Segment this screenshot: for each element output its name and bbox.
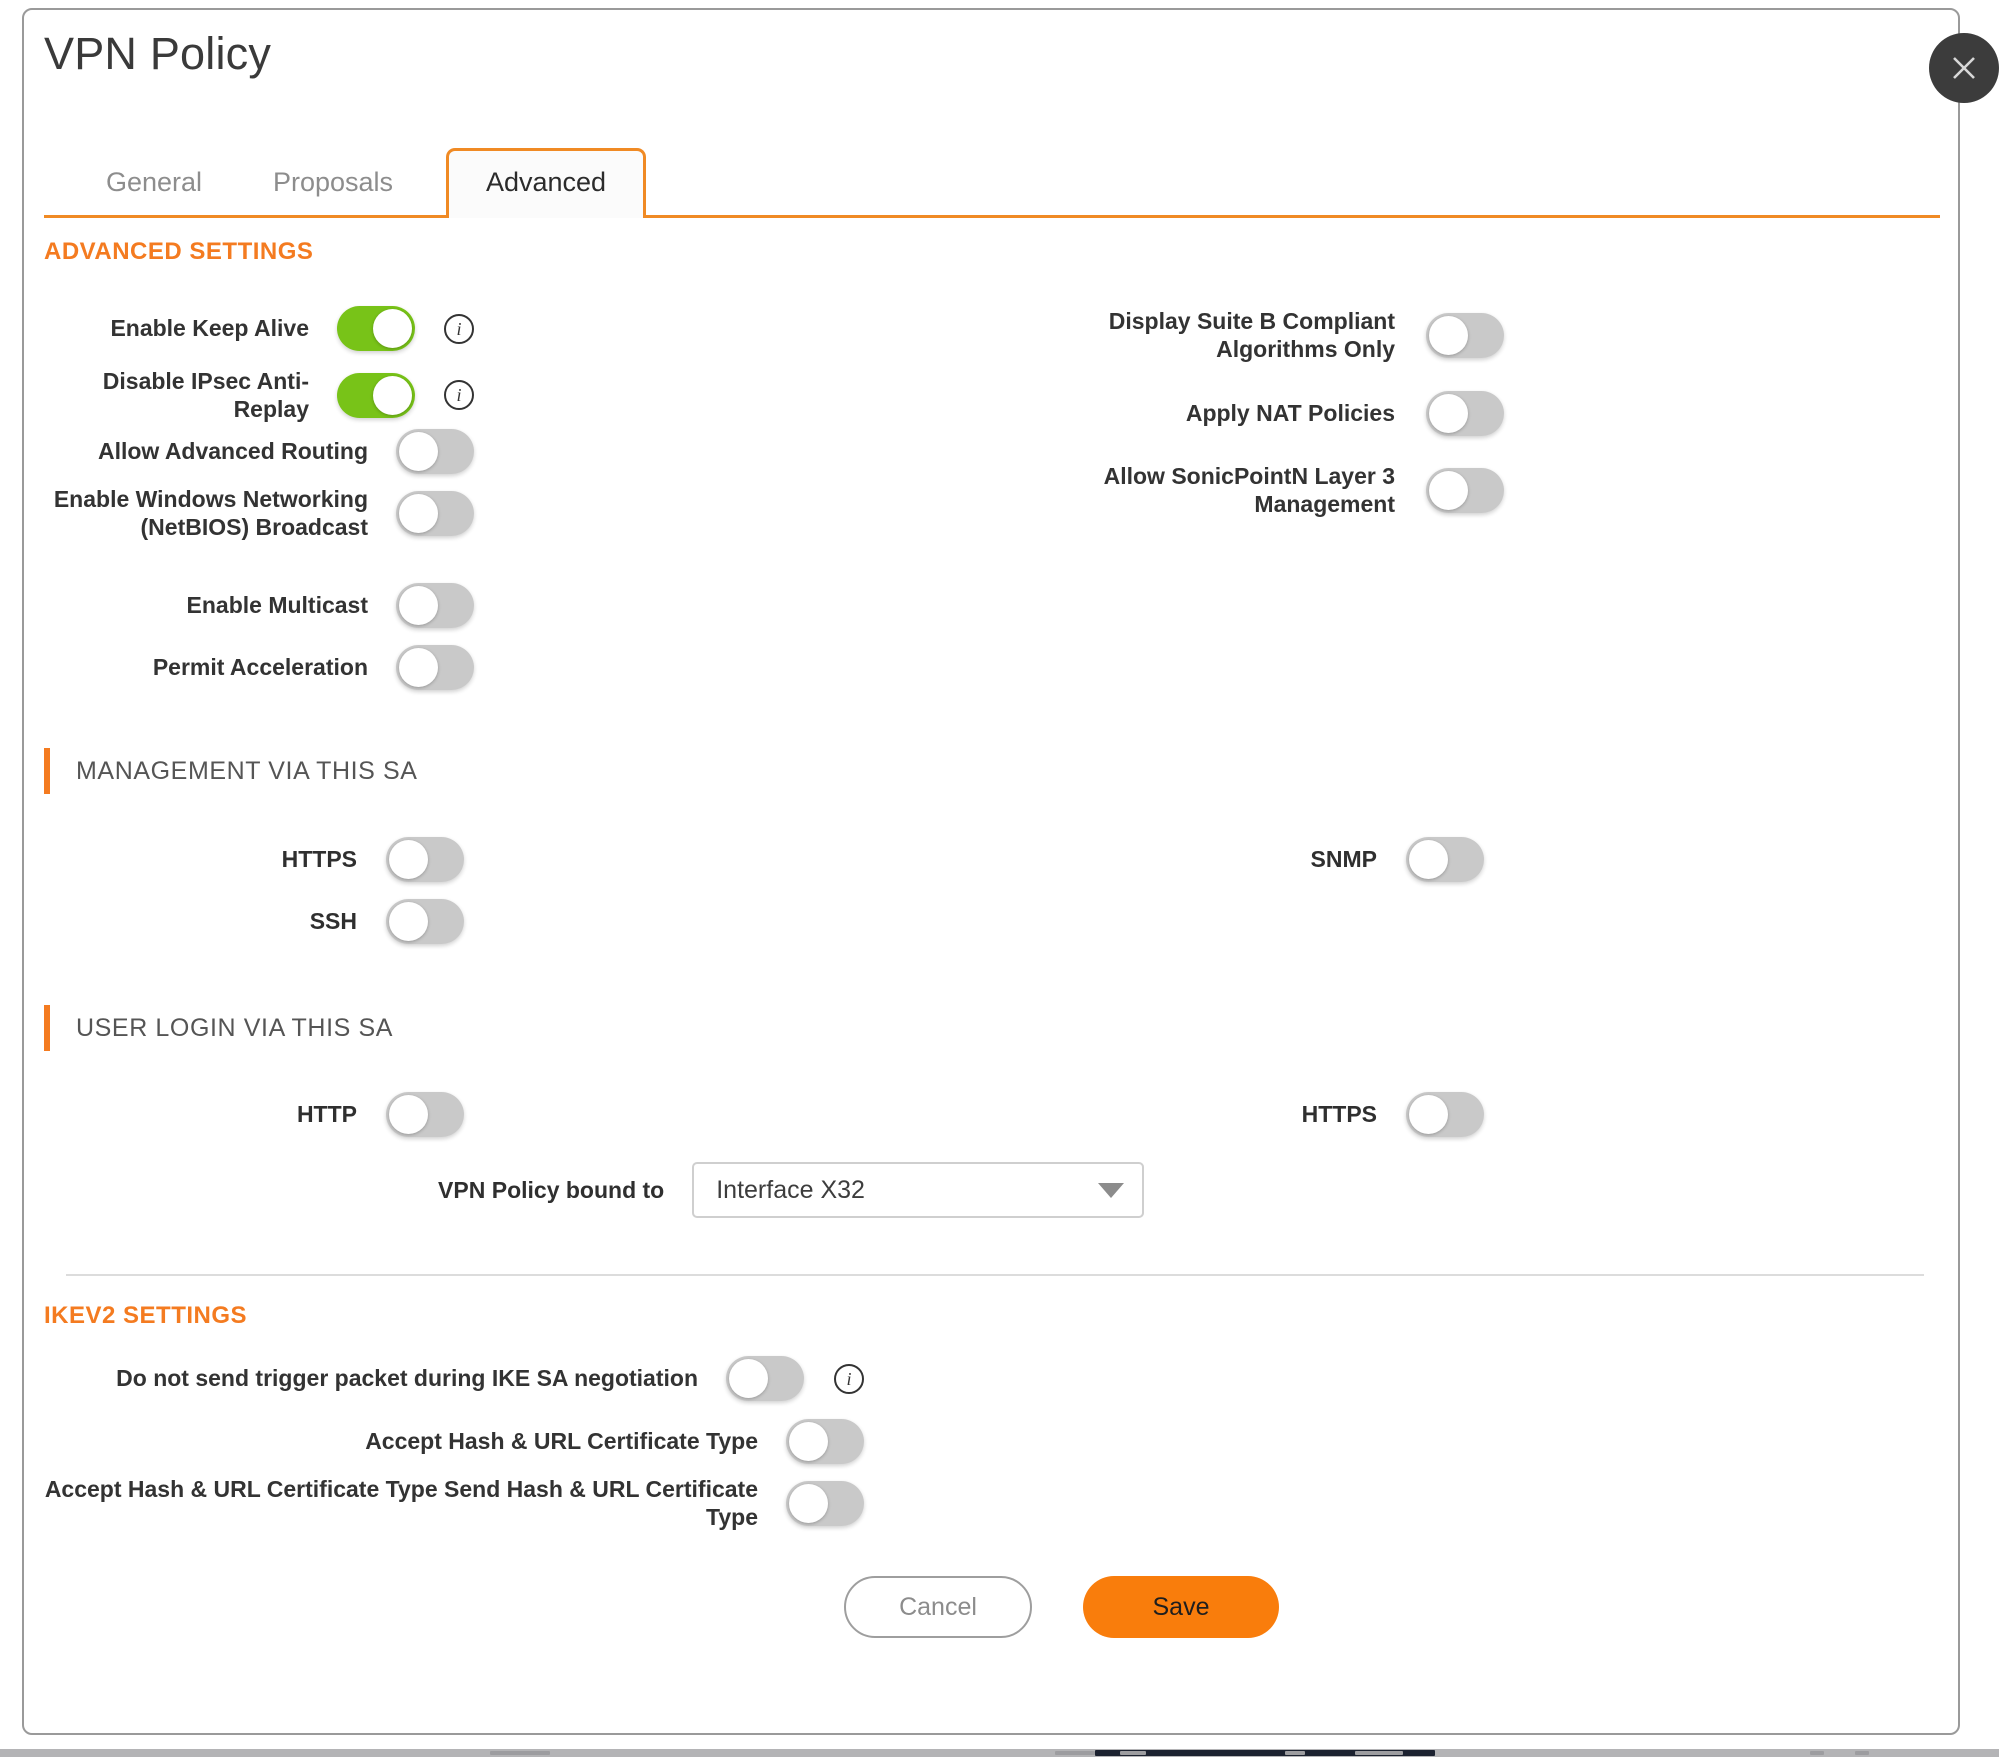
cancel-button[interactable]: Cancel xyxy=(844,1576,1032,1638)
user-login-sa-section-header: USER LOGIN VIA THIS SA xyxy=(44,1005,393,1051)
save-button[interactable]: Save xyxy=(1083,1576,1279,1638)
chevron-down-icon xyxy=(1098,1182,1124,1198)
label-userlogin-http: HTTP xyxy=(296,1101,357,1127)
background-page-strip xyxy=(0,1749,1999,1757)
vpn-policy-bound-to-select[interactable]: Interface X32 xyxy=(692,1162,1144,1218)
ikev2-settings-heading: IKEV2 SETTINGS xyxy=(44,1302,248,1329)
row-apply-nat-policies: Apply NAT Policies xyxy=(1044,391,1504,436)
label-vpn-policy-bound-to: VPN Policy bound to xyxy=(438,1176,665,1203)
label-allow-sonicpointn-l3: Allow SonicPointN Layer 3 Management xyxy=(1103,463,1395,518)
tab-bar: General Proposals Advanced xyxy=(44,148,1940,218)
label-enable-multicast: Enable Multicast xyxy=(186,592,368,619)
label-ikev2-send-hash-url: Accept Hash & URL Certificate Type Send … xyxy=(44,1476,758,1531)
label-display-suite-b: Display Suite B Compliant Algorithms Onl… xyxy=(1108,308,1395,363)
label-mgmt-snmp: SNMP xyxy=(1310,846,1377,872)
bg-bar-5 xyxy=(1355,1751,1403,1755)
toggle-disable-ipsec-anti-replay[interactable] xyxy=(337,372,415,418)
toggle-apply-nat-policies[interactable] xyxy=(1426,391,1504,436)
label-mgmt-https: HTTPS xyxy=(281,846,357,872)
label-ikev2-no-trigger-packet: Do not send trigger packet during IKE SA… xyxy=(116,1365,698,1392)
bg-bar-active xyxy=(1095,1750,1435,1756)
toggle-ikev2-send-hash-url[interactable] xyxy=(786,1480,864,1526)
row-ikev2-no-trigger-packet: Do not send trigger packet during IKE SA… xyxy=(44,1356,864,1401)
row-mgmt-ssh: SSH xyxy=(44,899,464,944)
row-allow-sonicpointn-l3: Allow SonicPointN Layer 3 Management xyxy=(1044,462,1504,518)
dialog-footer: Cancel Save xyxy=(844,1576,1279,1638)
row-enable-multicast: Enable Multicast xyxy=(44,583,474,628)
section-divider xyxy=(66,1274,1924,1276)
bg-bar-4 xyxy=(1285,1751,1305,1755)
toggle-ikev2-accept-hash-url[interactable] xyxy=(786,1419,864,1464)
toggle-enable-keep-alive[interactable] xyxy=(337,306,415,351)
label-disable-ipsec-anti-replay: Disable IPsec Anti-Replay xyxy=(102,368,309,423)
toggle-enable-multicast[interactable] xyxy=(396,583,474,628)
vpn-policy-dialog: VPN Policy General Proposals Advanced AD… xyxy=(22,8,1999,1735)
row-display-suite-b: Display Suite B Compliant Algorithms Onl… xyxy=(1044,307,1504,363)
info-icon-enable-keep-alive[interactable]: i xyxy=(444,313,474,344)
close-icon[interactable] xyxy=(1929,33,1999,103)
advanced-settings-heading: ADVANCED SETTINGS xyxy=(44,238,314,265)
label-enable-netbios-broadcast: Enable Windows Networking (NetBIOS) Broa… xyxy=(53,486,368,541)
row-allow-advanced-routing: Allow Advanced Routing xyxy=(44,429,474,474)
label-mgmt-ssh: SSH xyxy=(309,908,357,934)
toggle-mgmt-https[interactable] xyxy=(386,837,464,882)
info-icon-ikev2-no-trigger-packet[interactable]: i xyxy=(834,1363,864,1394)
toggle-allow-sonicpointn-l3[interactable] xyxy=(1426,467,1504,513)
user-login-sa-heading: USER LOGIN VIA THIS SA xyxy=(76,1013,393,1042)
info-icon-disable-ipsec-anti-replay[interactable]: i xyxy=(444,380,474,411)
label-enable-keep-alive: Enable Keep Alive xyxy=(110,315,309,342)
toggle-mgmt-ssh[interactable] xyxy=(386,899,464,944)
page-title: VPN Policy xyxy=(44,28,272,79)
label-permit-acceleration: Permit Acceleration xyxy=(152,654,368,681)
toggle-ikev2-no-trigger-packet[interactable] xyxy=(726,1356,804,1401)
toggle-permit-acceleration[interactable] xyxy=(396,645,474,690)
label-allow-advanced-routing: Allow Advanced Routing xyxy=(97,438,368,465)
toggle-allow-advanced-routing[interactable] xyxy=(396,429,474,474)
label-apply-nat-policies: Apply NAT Policies xyxy=(1185,400,1395,427)
row-mgmt-snmp: SNMP xyxy=(1044,837,1484,882)
vpn-policy-bound-to-value: Interface X32 xyxy=(716,1175,865,1204)
tab-proposals[interactable]: Proposals xyxy=(272,167,394,197)
management-sa-section-header: MANAGEMENT VIA THIS SA xyxy=(44,748,418,794)
row-userlogin-https: HTTPS xyxy=(1044,1092,1484,1137)
row-disable-ipsec-anti-replay: Disable IPsec Anti-Replay i xyxy=(44,367,474,423)
bg-bar-6 xyxy=(1810,1751,1824,1755)
bg-bar-7 xyxy=(1855,1751,1869,1755)
row-enable-keep-alive: Enable Keep Alive i xyxy=(44,306,474,351)
tab-general[interactable]: General xyxy=(105,167,203,197)
toggle-userlogin-https[interactable] xyxy=(1406,1092,1484,1137)
toggle-display-suite-b[interactable] xyxy=(1426,312,1504,358)
row-vpn-policy-bound-to: VPN Policy bound to Interface X32 xyxy=(44,1162,1144,1218)
label-userlogin-https: HTTPS xyxy=(1301,1101,1377,1127)
tab-advanced[interactable]: Advanced xyxy=(446,148,646,218)
label-ikev2-accept-hash-url: Accept Hash & URL Certificate Type xyxy=(365,1428,758,1455)
section-accent-bar xyxy=(44,748,50,794)
row-userlogin-http: HTTP xyxy=(44,1092,464,1137)
bg-bar-1 xyxy=(490,1751,550,1755)
row-mgmt-https: HTTPS xyxy=(44,837,464,882)
row-ikev2-send-hash-url: Accept Hash & URL Certificate Type Send … xyxy=(44,1475,864,1531)
row-permit-acceleration: Permit Acceleration xyxy=(44,645,474,690)
section-accent-bar xyxy=(44,1005,50,1051)
toggle-userlogin-http[interactable] xyxy=(386,1092,464,1137)
toggle-enable-netbios-broadcast[interactable] xyxy=(396,490,474,536)
row-enable-netbios-broadcast: Enable Windows Networking (NetBIOS) Broa… xyxy=(44,485,474,541)
bg-bar-3 xyxy=(1120,1751,1146,1755)
toggle-mgmt-snmp[interactable] xyxy=(1406,837,1484,882)
row-ikev2-accept-hash-url: Accept Hash & URL Certificate Type xyxy=(44,1419,864,1464)
management-sa-heading: MANAGEMENT VIA THIS SA xyxy=(76,756,418,785)
bg-bar-2 xyxy=(1055,1751,1095,1755)
